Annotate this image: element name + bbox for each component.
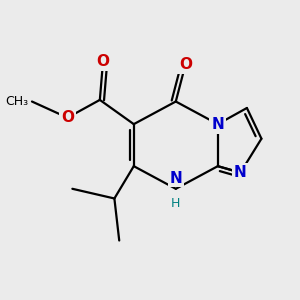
Text: O: O — [61, 110, 74, 125]
Text: O: O — [97, 54, 110, 69]
Text: N: N — [169, 171, 182, 186]
Text: N: N — [212, 117, 224, 132]
Text: N: N — [234, 165, 247, 180]
Text: H: H — [171, 197, 181, 210]
Text: CH₃: CH₃ — [6, 95, 29, 108]
Text: O: O — [179, 57, 192, 72]
